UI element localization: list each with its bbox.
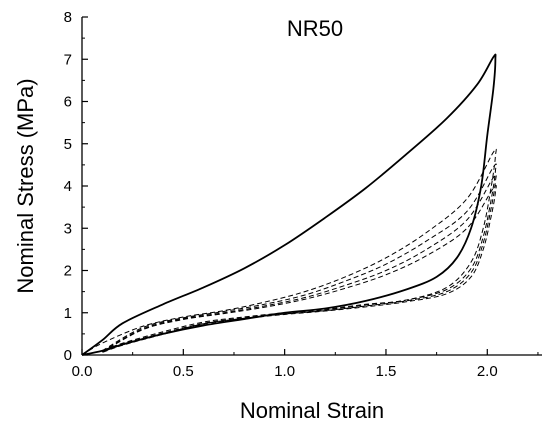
x-tick-label: 1.0 <box>274 363 295 380</box>
y-tick-label: 0 <box>64 347 72 364</box>
y-tick-label: 5 <box>64 136 72 153</box>
curves-group <box>81 53 497 356</box>
x-tick-label: 1.5 <box>376 363 397 380</box>
y-axis-title: Nominal Stress (MPa) <box>13 78 38 293</box>
dashed-cycle-curve-3 <box>102 174 497 353</box>
x-axis-title: Nominal Strain <box>240 398 384 423</box>
x-tick-label: 0.0 <box>72 363 93 380</box>
x-ticks-group: 0.0 0.5 1.0 1.5 2.0 <box>72 349 539 380</box>
chart-title: NR50 <box>287 16 343 41</box>
x-tick-label: 0.5 <box>173 363 194 380</box>
dashed-cycle-curve-2 <box>102 163 497 353</box>
dashed-cycle-curve-4 <box>102 185 497 353</box>
dashed-cycle-curve-1 <box>81 148 497 356</box>
first-cycle-curve-0 <box>81 53 497 356</box>
y-tick-label: 2 <box>64 263 72 280</box>
x-tick-label: 2.0 <box>477 363 498 380</box>
y-ticks-group: 0 1 2 3 4 5 6 7 8 <box>64 9 88 364</box>
y-tick-label: 3 <box>64 220 72 237</box>
y-tick-label: 8 <box>64 9 72 26</box>
y-tick-label: 7 <box>64 51 72 68</box>
y-tick-label: 6 <box>64 94 72 111</box>
y-tick-label: 1 <box>64 305 72 322</box>
y-tick-label: 4 <box>64 178 72 195</box>
